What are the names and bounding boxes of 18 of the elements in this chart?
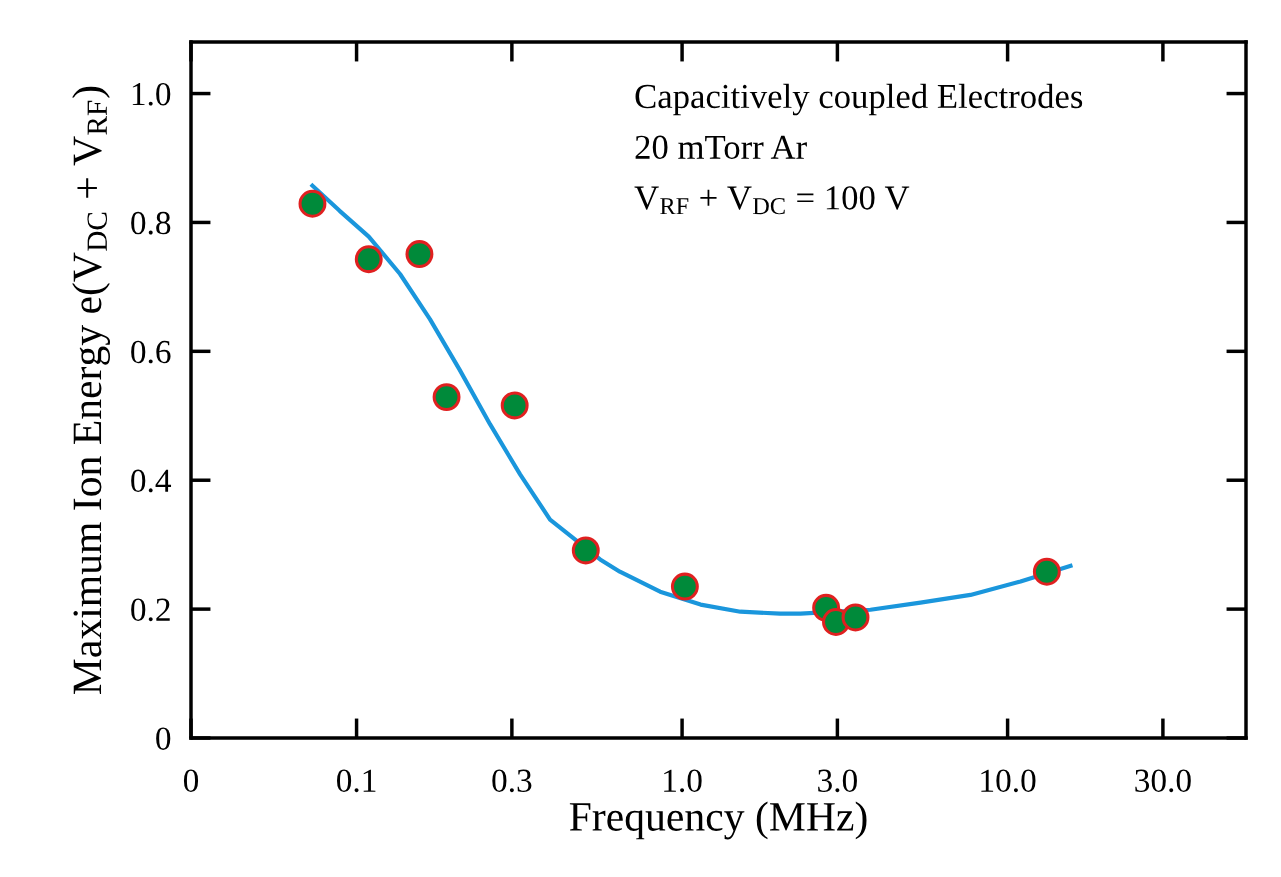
- x-tick-label: 10.0: [981, 769, 1036, 793]
- x-tick-label: 1.0: [664, 769, 702, 793]
- x-tick-label: 3.0: [818, 769, 857, 793]
- y-tick-label: 1.0: [132, 82, 171, 106]
- x-tick-label: 30.0: [1135, 769, 1191, 793]
- x-tick-label: 0.3: [492, 769, 532, 793]
- y-tick-label: 0.4: [131, 469, 172, 493]
- y-tick-label: 0.6: [131, 340, 171, 364]
- annotation: Capacitively coupled Electrodes: [635, 83, 1083, 116]
- x-axis-title: Frequency (MHz): [569, 801, 867, 840]
- y-tick-label: 0.2: [131, 598, 170, 622]
- y-axis-title: Maximum Ion Energy e(V$_{DC}$ + V$_{RF}$): [72, 86, 111, 695]
- annotation: 20 mTorr Ar: [635, 135, 807, 159]
- y-tick-label: 0.8: [131, 211, 171, 235]
- annotation: V$_{RF}$ + V$_{DC}$ = 100 V: [634, 186, 910, 215]
- x-tick-label: 0.1: [337, 769, 376, 793]
- y-tick-label: 0: [156, 727, 171, 750]
- x-tick-label: 0: [183, 769, 199, 793]
